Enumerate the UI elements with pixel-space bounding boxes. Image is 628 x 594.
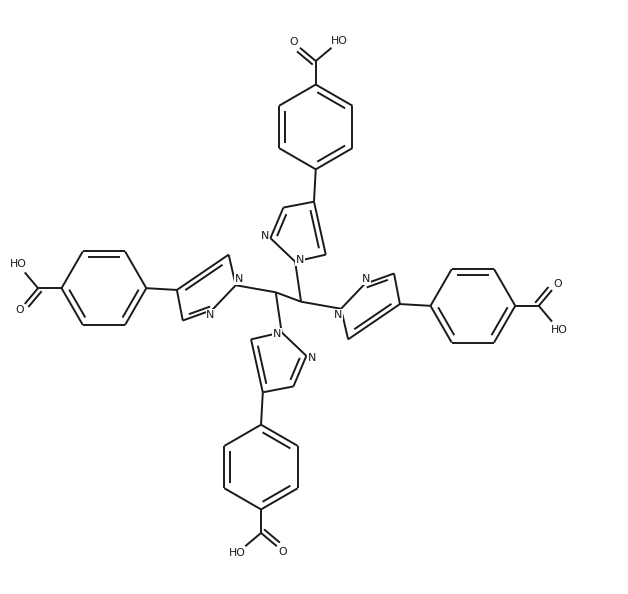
Text: N: N	[261, 232, 269, 241]
Text: N: N	[206, 309, 215, 320]
Text: HO: HO	[229, 548, 246, 558]
Text: N: N	[296, 255, 304, 265]
Text: O: O	[290, 37, 298, 48]
Text: N: N	[362, 274, 371, 285]
Text: HO: HO	[550, 325, 567, 334]
Text: O: O	[15, 305, 24, 315]
Text: HO: HO	[331, 36, 348, 46]
Text: N: N	[234, 274, 243, 285]
Text: O: O	[279, 546, 288, 557]
Text: O: O	[553, 279, 561, 289]
Text: N: N	[273, 329, 281, 339]
Text: N: N	[308, 353, 317, 362]
Text: N: N	[334, 309, 342, 320]
Text: HO: HO	[9, 260, 26, 269]
